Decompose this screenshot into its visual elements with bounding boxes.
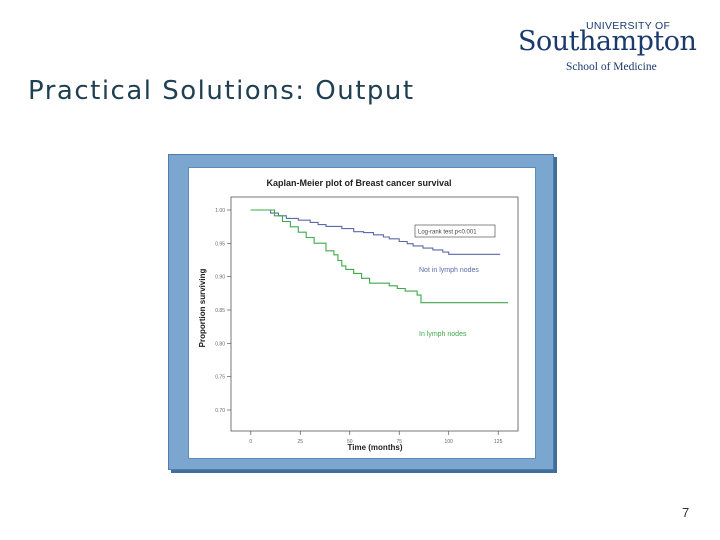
x-tick-label: 125 xyxy=(494,439,503,445)
series-label-not-in-lymph-nodes: Not in lymph nodes xyxy=(419,267,479,274)
x-tick-label: 0 xyxy=(249,439,252,445)
x-tick-label: 25 xyxy=(297,439,303,445)
page-number: 7 xyxy=(682,505,690,520)
y-tick-label: 0.75 xyxy=(215,375,225,381)
y-tick-label: 0.85 xyxy=(215,308,225,314)
logo-university-text: UNIVERSITY OF xyxy=(586,20,671,32)
plot-area xyxy=(230,196,519,432)
logo-name-text: Southampton xyxy=(518,26,697,57)
series-labels: Log-rank test p<0.001 Not in lymph nodes I… xyxy=(414,224,496,338)
test-label: Log-rank test p<0.001 xyxy=(418,230,477,236)
axes: 0.70 0.75 0.80 0.85 0.90 0.95 1.00 0 25 50 75 100 12… xyxy=(215,196,519,445)
series-lines xyxy=(250,209,509,304)
slide-title: Practical Solutions: Output xyxy=(28,76,415,106)
chart-panel: Kaplan-Meier plot of Breast cancer survi… xyxy=(188,167,536,459)
chart-frame: Kaplan-Meier plot of Breast cancer survi… xyxy=(168,154,554,470)
x-tick-label: 100 xyxy=(445,439,454,445)
y-tick-label: 1.00 xyxy=(215,208,225,214)
test-box xyxy=(414,224,496,238)
x-tick-label: 75 xyxy=(396,439,402,445)
y-tick-label: 0.90 xyxy=(215,275,225,281)
x-axis-label: Time (months) xyxy=(348,443,403,452)
x-tick-label: 50 xyxy=(347,439,353,445)
logo-school-text: School of Medicine xyxy=(566,61,657,73)
series-line-in-lymph-nodes xyxy=(250,209,509,304)
series-label-in-lymph-nodes: In lymph nodes xyxy=(419,331,467,338)
y-axis-label: Proportion surviving xyxy=(198,269,207,348)
y-tick-label: 0.70 xyxy=(215,408,225,414)
y-tick-label: 0.95 xyxy=(215,241,225,247)
y-tick-label: 0.80 xyxy=(215,341,225,347)
series-line-not-in-lymph-nodes xyxy=(250,209,501,255)
chart-title: Kaplan-Meier plot of Breast cancer survi… xyxy=(266,178,451,188)
university-logo: UNIVERSITY OF Southampton School of Medi… xyxy=(518,18,697,76)
km-chart: Kaplan-Meier plot of Breast cancer survi… xyxy=(198,178,519,452)
